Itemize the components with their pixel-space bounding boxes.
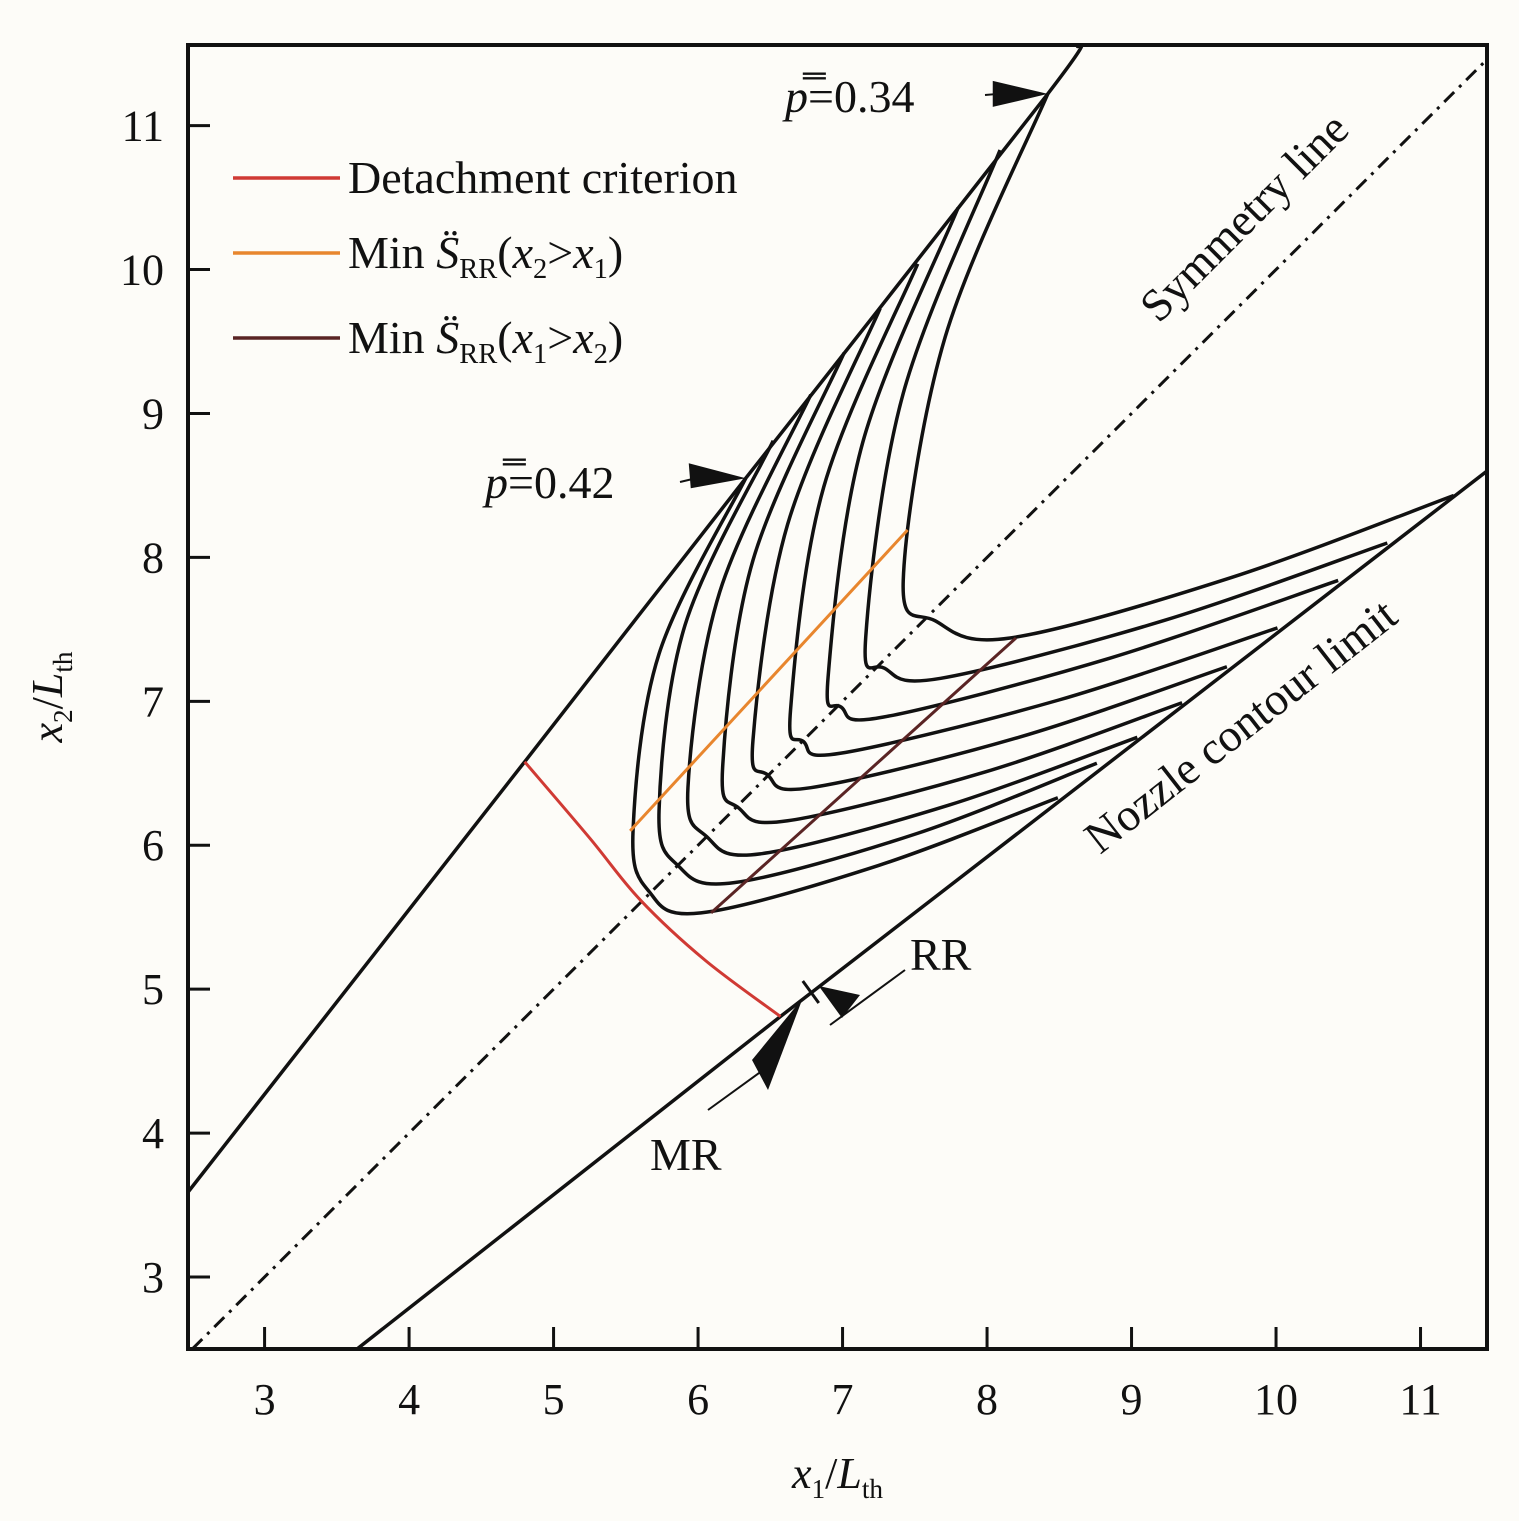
label-part: ) bbox=[608, 312, 623, 363]
x-tick-label: 4 bbox=[398, 1375, 420, 1424]
rr-label: RR bbox=[910, 929, 972, 980]
y-tick-label: 10 bbox=[120, 246, 164, 295]
legend-entry: Detachment criterion bbox=[233, 152, 738, 203]
y-tick-label: 6 bbox=[142, 821, 164, 870]
label-part: S̈ bbox=[436, 312, 459, 363]
pressure-curve-035 bbox=[863, 149, 1388, 683]
label-part: L bbox=[23, 673, 72, 698]
label-part: 2 bbox=[48, 709, 78, 723]
label-part: 1 bbox=[594, 254, 608, 285]
label-part: x bbox=[23, 723, 72, 744]
min-srr-x2-gt-x1-line bbox=[629, 529, 909, 832]
label-part: RR bbox=[459, 339, 497, 370]
y-tick-label: 5 bbox=[142, 965, 164, 1014]
pressure-curve-039 bbox=[720, 352, 1183, 825]
p042-label: p̿=0.42 bbox=[482, 457, 614, 508]
label-part: ( bbox=[497, 227, 512, 278]
y-tick-label: 4 bbox=[142, 1109, 164, 1158]
label-part: x bbox=[791, 1449, 812, 1498]
label-part: th bbox=[48, 651, 78, 673]
x-tick-label: 7 bbox=[832, 1375, 854, 1424]
label-part: x bbox=[572, 227, 594, 278]
p034-label: p̿=0.34 bbox=[782, 71, 914, 122]
label-part: 2 bbox=[533, 254, 547, 285]
label-part: x bbox=[572, 312, 594, 363]
pressure-curve-038 bbox=[750, 307, 1228, 792]
p042-value: =0.42 bbox=[508, 457, 614, 508]
label-part: > bbox=[547, 227, 573, 278]
y-tick-label: 3 bbox=[142, 1253, 164, 1302]
legend-label: Min S̈RR(x1>x2) bbox=[348, 312, 623, 370]
pressure-curve-040 bbox=[685, 394, 1138, 857]
label-part: / bbox=[825, 1449, 838, 1498]
label-part: 1 bbox=[811, 1474, 825, 1504]
p042-arrow-icon bbox=[688, 463, 746, 489]
label-part: ( bbox=[497, 312, 512, 363]
label-part: > bbox=[547, 312, 573, 363]
min-srr-x1-gt-x2-line bbox=[710, 636, 1017, 915]
y-tick-label: 11 bbox=[122, 102, 164, 151]
y-axis-label: x2/Lth bbox=[23, 651, 78, 743]
detachment-criterion-line bbox=[523, 760, 782, 1018]
upper-boundary-line bbox=[188, 45, 1084, 1194]
label-part: Min bbox=[348, 312, 436, 363]
legend-label: Min S̈RR(x2>x1) bbox=[348, 227, 623, 285]
pressure-curve-037 bbox=[788, 263, 1279, 758]
y-tick-label: 9 bbox=[142, 389, 164, 438]
x-tick-label: 9 bbox=[1121, 1375, 1143, 1424]
label-part: RR bbox=[459, 254, 497, 285]
x-tick-label: 11 bbox=[1399, 1375, 1441, 1424]
label-part: th bbox=[862, 1474, 884, 1504]
label-part: x bbox=[512, 312, 534, 363]
p034-arrow-icon bbox=[992, 80, 1048, 107]
x-tick-label: 5 bbox=[543, 1375, 565, 1424]
label-part: / bbox=[23, 696, 72, 709]
x-tick-label: 6 bbox=[687, 1375, 709, 1424]
plot-area bbox=[188, 45, 1487, 1349]
plot-frame bbox=[186, 43, 1489, 1351]
label-part: 2 bbox=[594, 339, 608, 370]
pressure-curve-042 bbox=[631, 477, 1059, 916]
label-part: 1 bbox=[533, 339, 547, 370]
legend-entry: Min S̈RR(x2>x1) bbox=[233, 227, 623, 285]
label-part: S̈ bbox=[436, 227, 459, 278]
legend-entry: Min S̈RR(x1>x2) bbox=[233, 312, 623, 370]
label-part: L bbox=[836, 1449, 861, 1498]
x-axis-label: x1/Lth bbox=[791, 1449, 883, 1504]
label-part: x bbox=[512, 227, 534, 278]
label-part: ) bbox=[608, 227, 623, 278]
label-part: Min bbox=[348, 227, 436, 278]
pressure-curve-036 bbox=[825, 206, 1339, 722]
mr-label: MR bbox=[650, 1129, 722, 1180]
y-tick-label: 8 bbox=[142, 533, 164, 582]
y-tick-label: 7 bbox=[142, 677, 164, 726]
x-tick-label: 3 bbox=[254, 1375, 276, 1424]
label-part: Detachment criterion bbox=[348, 152, 738, 203]
x-tick-label: 8 bbox=[976, 1375, 998, 1424]
x-tick-label: 10 bbox=[1254, 1375, 1298, 1424]
pressure-curve-034 bbox=[901, 93, 1455, 642]
transition-tick bbox=[801, 980, 820, 1004]
symmetry-line bbox=[191, 58, 1487, 1349]
p034-value: =0.34 bbox=[808, 71, 914, 122]
pressure-curve-041 bbox=[657, 440, 1098, 886]
mr-arrow-icon bbox=[752, 998, 803, 1090]
rr-arrow-icon bbox=[818, 986, 860, 1018]
legend-label: Detachment criterion bbox=[348, 152, 738, 203]
